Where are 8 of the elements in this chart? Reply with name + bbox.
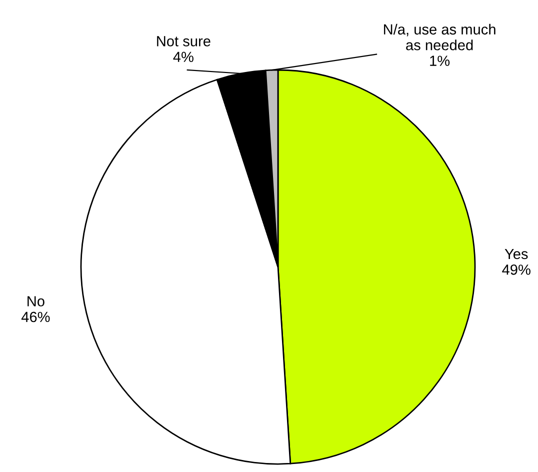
slice-label: N/a, use as much as needed — [384, 24, 496, 50]
data-label: 49% — [502, 264, 530, 275]
data-label: 1% — [430, 56, 450, 66]
data-label: 46% — [21, 312, 50, 322]
slice-label: Yes — [504, 248, 528, 260]
data-label: 4% — [173, 52, 194, 62]
slice-label: No — [28, 296, 44, 306]
slice-label: Not sure — [157, 36, 210, 46]
